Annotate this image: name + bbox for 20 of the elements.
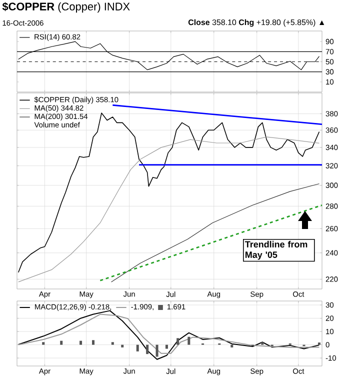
chart-title: $COPPER (Copper) INDX: [2, 2, 130, 13]
bar: [80, 340, 82, 345]
bar: [156, 344, 158, 357]
annotation: Trendline from May '05: [245, 240, 308, 260]
line-series: [18, 41, 320, 70]
bar: [121, 344, 124, 348]
bar: [111, 342, 114, 345]
line-series: [18, 112, 320, 273]
bar: [42, 342, 45, 345]
bar: [60, 340, 63, 345]
bar: [146, 344, 149, 354]
bar: [261, 342, 264, 345]
bar: [92, 340, 94, 345]
bar: [136, 344, 139, 352]
bar: [176, 338, 180, 345]
line-series: [18, 310, 320, 360]
bar: [230, 344, 234, 348]
bar: [188, 336, 190, 345]
line-series: [110, 183, 320, 282]
bar: [165, 344, 168, 349]
